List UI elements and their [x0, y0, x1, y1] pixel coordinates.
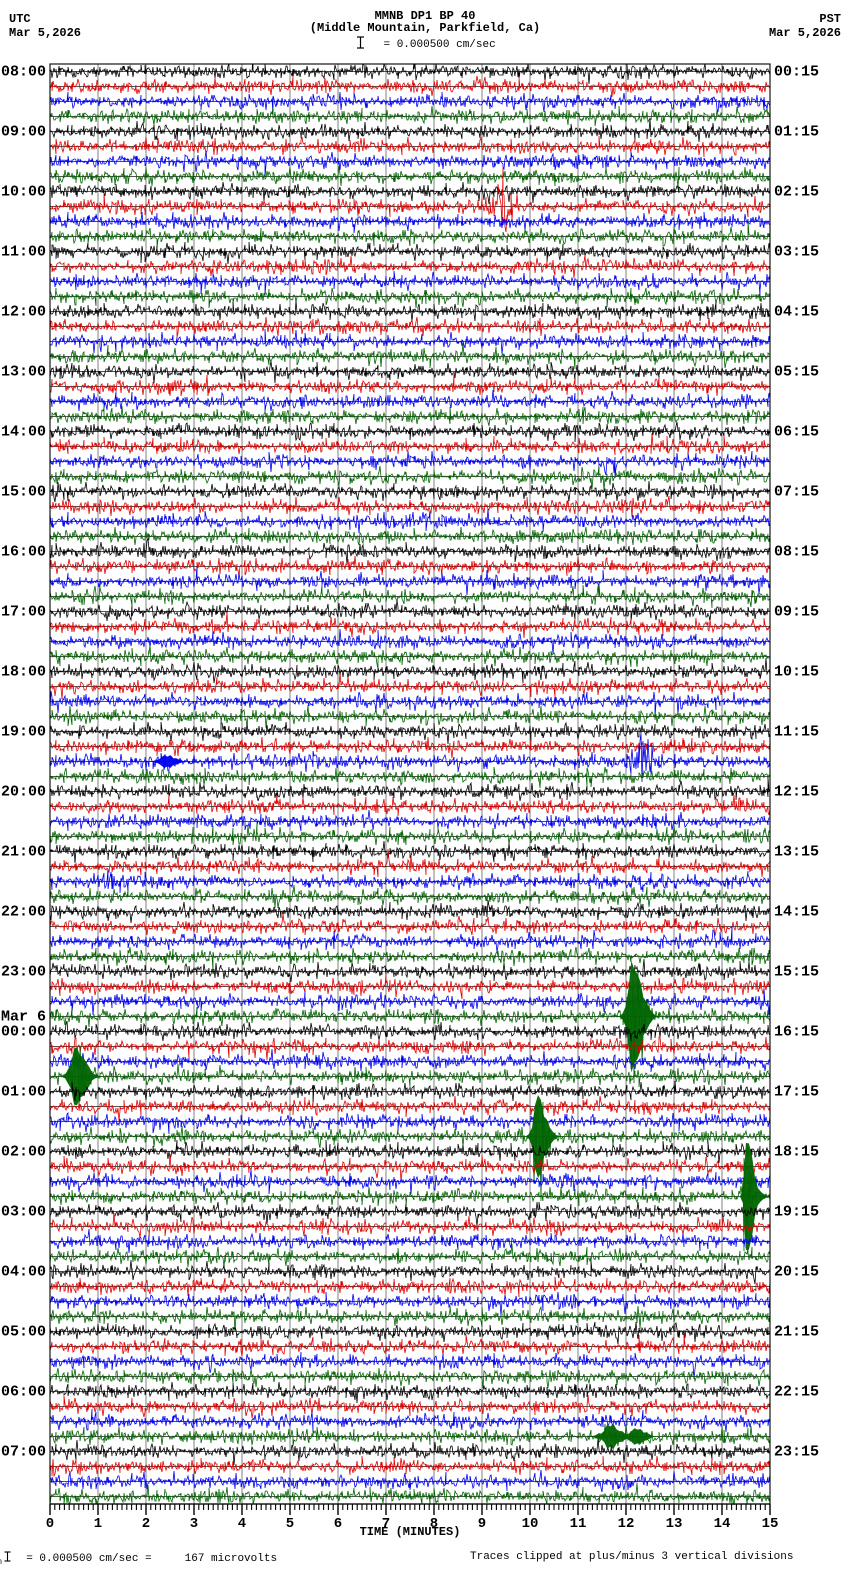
svg-text:16:00: 16:00 [1, 543, 46, 560]
svg-text:01:00: 01:00 [1, 1083, 46, 1100]
svg-text:15:00: 15:00 [1, 483, 46, 500]
svg-text:10:15: 10:15 [774, 663, 819, 680]
svg-text:05:00: 05:00 [1, 1323, 46, 1340]
svg-text:09:15: 09:15 [774, 603, 819, 620]
svg-text:03:00: 03:00 [1, 1203, 46, 1220]
svg-text:01:15: 01:15 [774, 123, 819, 140]
svg-text:17:15: 17:15 [774, 1083, 819, 1100]
svg-text:12:15: 12:15 [774, 783, 819, 800]
svg-text:14:15: 14:15 [774, 903, 819, 920]
svg-text:20:15: 20:15 [774, 1263, 819, 1280]
svg-text:08:15: 08:15 [774, 543, 819, 560]
svg-text:04:15: 04:15 [774, 303, 819, 320]
svg-text:13:15: 13:15 [774, 843, 819, 860]
svg-text:07:15: 07:15 [774, 483, 819, 500]
svg-text:12:00: 12:00 [1, 303, 46, 320]
svg-text:19:00: 19:00 [1, 723, 46, 740]
svg-text:18:00: 18:00 [1, 663, 46, 680]
svg-text:08:00: 08:00 [1, 63, 46, 80]
svg-text:21:00: 21:00 [1, 843, 46, 860]
svg-text:00:00: 00:00 [1, 1023, 46, 1040]
svg-text:Mar 6: Mar 6 [1, 1008, 46, 1025]
svg-text:15:15: 15:15 [774, 963, 819, 980]
svg-text:10:00: 10:00 [1, 183, 46, 200]
svg-text:23:00: 23:00 [1, 963, 46, 980]
svg-text:02:00: 02:00 [1, 1143, 46, 1160]
svg-text:00:15: 00:15 [774, 63, 819, 80]
svg-text:05:15: 05:15 [774, 363, 819, 380]
svg-text:06:00: 06:00 [1, 1383, 46, 1400]
svg-text:07:00: 07:00 [1, 1443, 46, 1460]
svg-text:22:15: 22:15 [774, 1383, 819, 1400]
svg-text:11:00: 11:00 [1, 243, 46, 260]
svg-text:11:15: 11:15 [774, 723, 819, 740]
svg-text:22:00: 22:00 [1, 903, 46, 920]
svg-text:16:15: 16:15 [774, 1023, 819, 1040]
svg-text:14:00: 14:00 [1, 423, 46, 440]
svg-text:02:15: 02:15 [774, 183, 819, 200]
svg-text:09:00: 09:00 [1, 123, 46, 140]
svg-text:21:15: 21:15 [774, 1323, 819, 1340]
svg-text:03:15: 03:15 [774, 243, 819, 260]
svg-text:19:15: 19:15 [774, 1203, 819, 1220]
svg-text:13:00: 13:00 [1, 363, 46, 380]
svg-text:04:00: 04:00 [1, 1263, 46, 1280]
svg-text:18:15: 18:15 [774, 1143, 819, 1160]
svg-text:20:00: 20:00 [1, 783, 46, 800]
svg-text:17:00: 17:00 [1, 603, 46, 620]
svg-text:06:15: 06:15 [774, 423, 819, 440]
svg-text:23:15: 23:15 [774, 1443, 819, 1460]
